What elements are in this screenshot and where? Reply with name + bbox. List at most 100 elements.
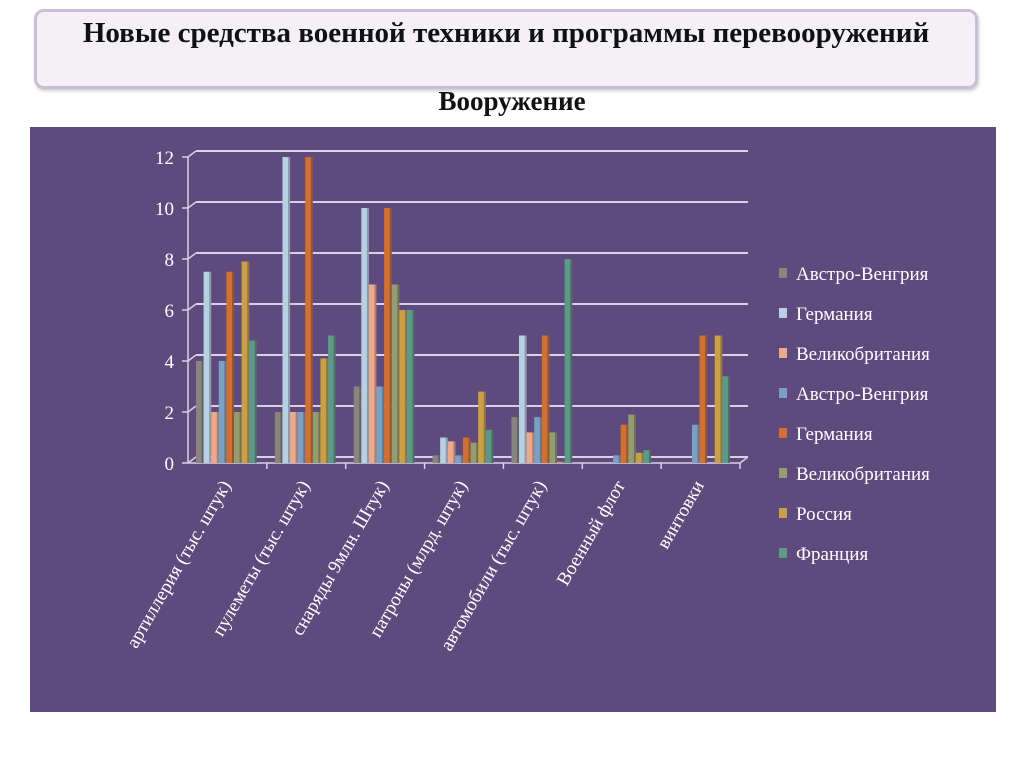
bar-shade (705, 335, 708, 463)
gridline-depth (187, 201, 197, 209)
x-axis-depth (739, 456, 749, 464)
legend-label: Австро-Венгрия (796, 384, 929, 405)
bar-shade (438, 455, 441, 463)
y-tick-label: 4 (165, 352, 175, 373)
bar-shade (303, 412, 306, 463)
bar-shade (547, 335, 550, 463)
bar-shade (374, 284, 377, 463)
bar (613, 455, 621, 463)
bar (462, 437, 471, 463)
bar (282, 157, 291, 463)
bar-shade (697, 424, 700, 463)
legend-label: Германия (796, 304, 873, 325)
bar (714, 335, 723, 463)
bar-shade (468, 437, 471, 463)
bar (361, 208, 369, 463)
bar (440, 437, 448, 463)
bar-shade (618, 455, 621, 463)
legend-label: Великобритания (796, 344, 930, 365)
y-tick-label: 12 (155, 148, 174, 169)
bar (353, 386, 362, 463)
bar (564, 259, 573, 463)
bar-shade (254, 340, 257, 463)
bar-shade (209, 271, 212, 463)
gridline-depth (187, 354, 197, 362)
bar (635, 452, 644, 463)
bar (211, 412, 219, 463)
legend-label: Франция (796, 544, 868, 565)
bar-shade (359, 386, 362, 463)
bar (406, 310, 415, 463)
legend-swatch (779, 468, 787, 478)
bar (699, 335, 708, 463)
bar-shade (532, 432, 535, 463)
bar-shade (247, 261, 250, 463)
title-box (34, 9, 978, 89)
bar-shade (280, 412, 283, 463)
legend-label: Австро-Венгрия (796, 264, 929, 285)
bar-shade (633, 414, 636, 463)
y-tick-label: 6 (165, 301, 175, 322)
bar (320, 358, 329, 463)
bar (643, 450, 652, 463)
bar-shade (562, 461, 565, 463)
bar (305, 157, 313, 463)
bar-shade (453, 441, 456, 463)
bar (203, 271, 212, 463)
bar-shade (476, 442, 479, 463)
bar-shade (366, 208, 369, 463)
bar (534, 417, 542, 463)
gridline-depth (187, 456, 197, 464)
legend-swatch (779, 508, 787, 518)
bar-shade (333, 335, 336, 463)
bar (249, 340, 257, 463)
y-tick-label: 10 (155, 199, 174, 220)
bar-shade (517, 417, 520, 463)
bar-shade (649, 450, 652, 463)
bar (485, 429, 494, 463)
gridline-depth (187, 303, 197, 311)
gridline-depth (187, 150, 197, 158)
bar-shade (626, 424, 629, 463)
bar-shade (326, 358, 329, 463)
bar (722, 376, 730, 463)
slide-title: Новые средства военной техники и програм… (82, 17, 930, 49)
bar (620, 424, 629, 463)
bar (391, 284, 400, 463)
bar-shade (224, 361, 227, 463)
bar-shade (641, 452, 644, 463)
bar (328, 335, 336, 463)
legend-swatch (779, 308, 787, 318)
bar (557, 461, 565, 463)
legend-label: Великобритания (796, 464, 930, 485)
gridline-depth (187, 405, 197, 413)
bar (478, 391, 486, 463)
bar (241, 261, 250, 463)
bar (226, 271, 234, 463)
bar-shade (295, 412, 298, 463)
bar-shade (412, 310, 415, 463)
bar (196, 361, 204, 463)
bar-shade (382, 386, 385, 463)
bar (384, 208, 392, 463)
bar-shade (570, 259, 573, 463)
bar (470, 442, 479, 463)
bar-shade (491, 429, 494, 463)
legend-label: Германия (796, 424, 873, 445)
bar (455, 455, 463, 463)
y-tick-label: 2 (165, 403, 175, 424)
bar (399, 310, 407, 463)
bar-shade (288, 157, 291, 463)
chart-title: Вооружение (438, 86, 586, 116)
bar (519, 335, 527, 463)
bar-shade (239, 412, 242, 463)
bar (368, 284, 377, 463)
bar (432, 455, 441, 463)
bar-shade (232, 271, 234, 463)
bar (526, 432, 535, 463)
bar (447, 441, 456, 463)
bar (274, 412, 283, 463)
bar-shade (539, 417, 542, 463)
chart-area: 0 2 4 6 8 10 12 артиллерия (тыс. штук) пулеметы … (30, 127, 996, 712)
